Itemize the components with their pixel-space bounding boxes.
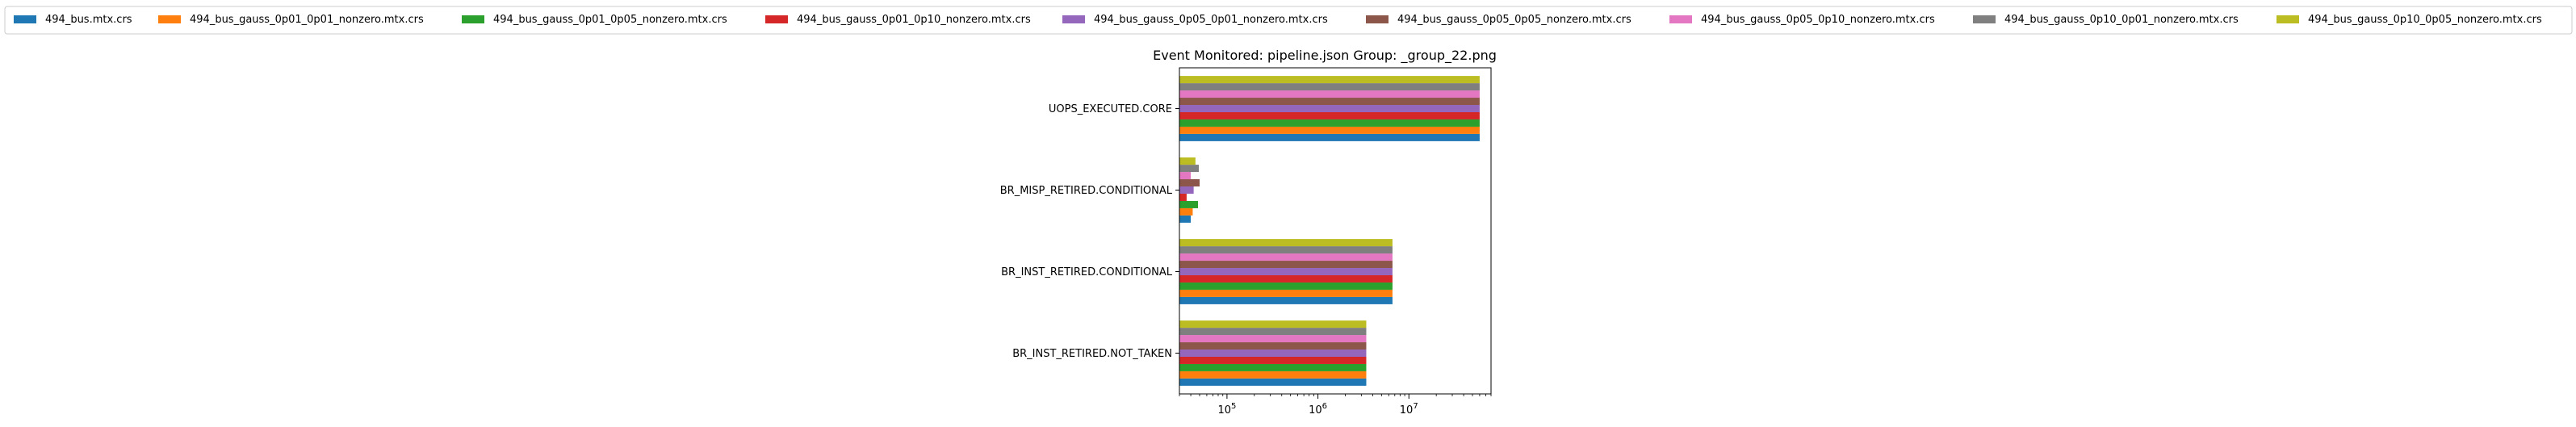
bar [1179,350,1367,357]
bar [1179,268,1393,275]
legend-swatch [1062,15,1085,23]
bar [1179,119,1480,127]
x-tick-label: 105 [1217,402,1236,417]
y-tick-label: BR_INST_RETIRED.NOT_TAKEN [1012,348,1172,360]
bar [1179,200,1198,208]
bar [1179,126,1480,134]
bar [1179,335,1367,343]
bar [1179,83,1480,91]
bar [1179,274,1393,283]
legend-swatch [14,15,36,23]
legend-label: 494_bus_gauss_0p10_0p05_nonzero.mtx.crs [2308,14,2542,26]
chart-title: Event Monitored: pipeline.json Group: _g… [1153,48,1497,64]
legend-swatch [158,15,181,23]
bar [1179,172,1192,180]
legend-swatch [2277,15,2299,23]
bar [1179,282,1393,290]
legend-swatch [1669,15,1692,23]
y-tick-label: BR_MISP_RETIRED.CONDITIONAL [1000,185,1173,197]
legend-label: 494_bus_gauss_0p05_0p01_nonzero.mtx.crs [1094,14,1328,26]
bar [1179,296,1393,304]
bar [1179,328,1367,336]
bar [1179,207,1193,216]
bar [1179,320,1367,329]
bar [1179,363,1367,371]
bar [1179,253,1393,262]
bar [1179,239,1393,247]
legend-label: 494_bus_gauss_0p01_0p01_nonzero.mtx.crs [190,14,424,26]
legend-label: 494_bus_gauss_0p05_0p05_nonzero.mtx.crs [1397,14,1631,26]
axes-frame [1179,67,1492,395]
legend: 494_bus.mtx.crs 494_bus_gauss_0p01_0p01_n… [4,6,2573,35]
bar [1179,90,1480,98]
x-tick-label: 107 [1400,402,1418,417]
bar [1179,193,1187,201]
bar [1179,289,1393,297]
legend-label: 494_bus_gauss_0p01_0p10_nonzero.mtx.crs [797,14,1031,26]
legend-label: 494_bus_gauss_0p01_0p05_nonzero.mtx.crs [493,14,727,26]
bar [1179,111,1480,119]
x-tick-label: 106 [1309,402,1327,417]
bar [1179,98,1480,106]
y-tick-label: UOPS_EXECUTED.CORE [1049,103,1172,115]
bar [1179,133,1480,141]
legend-swatch [1366,15,1389,23]
bar [1179,157,1196,165]
legend-swatch [1973,15,1996,23]
bar [1179,215,1192,223]
bar [1179,378,1367,386]
bar [1179,261,1393,269]
plot-area: BR_INST_RETIRED.NOT_TAKEN BR_INST_RETIRED… [1000,67,1492,417]
legend-swatch [765,15,788,23]
bar [1179,246,1393,254]
bar [1179,342,1367,350]
bar [1179,179,1200,187]
bar [1179,370,1367,379]
legend-label: 494_bus_gauss_0p10_0p01_nonzero.mtx.crs [2004,14,2239,26]
y-tick-label: BR_INST_RETIRED.CONDITIONAL [1001,266,1173,278]
bar [1179,76,1480,84]
bar [1179,186,1194,194]
legend-label: 494_bus_gauss_0p05_0p10_nonzero.mtx.crs [1701,14,1935,26]
legend-swatch [462,15,484,23]
legend-frame [4,6,2573,35]
bar [1179,356,1367,364]
bar [1179,105,1480,112]
legend-label: 494_bus.mtx.crs [45,14,132,26]
bar [1179,165,1200,173]
